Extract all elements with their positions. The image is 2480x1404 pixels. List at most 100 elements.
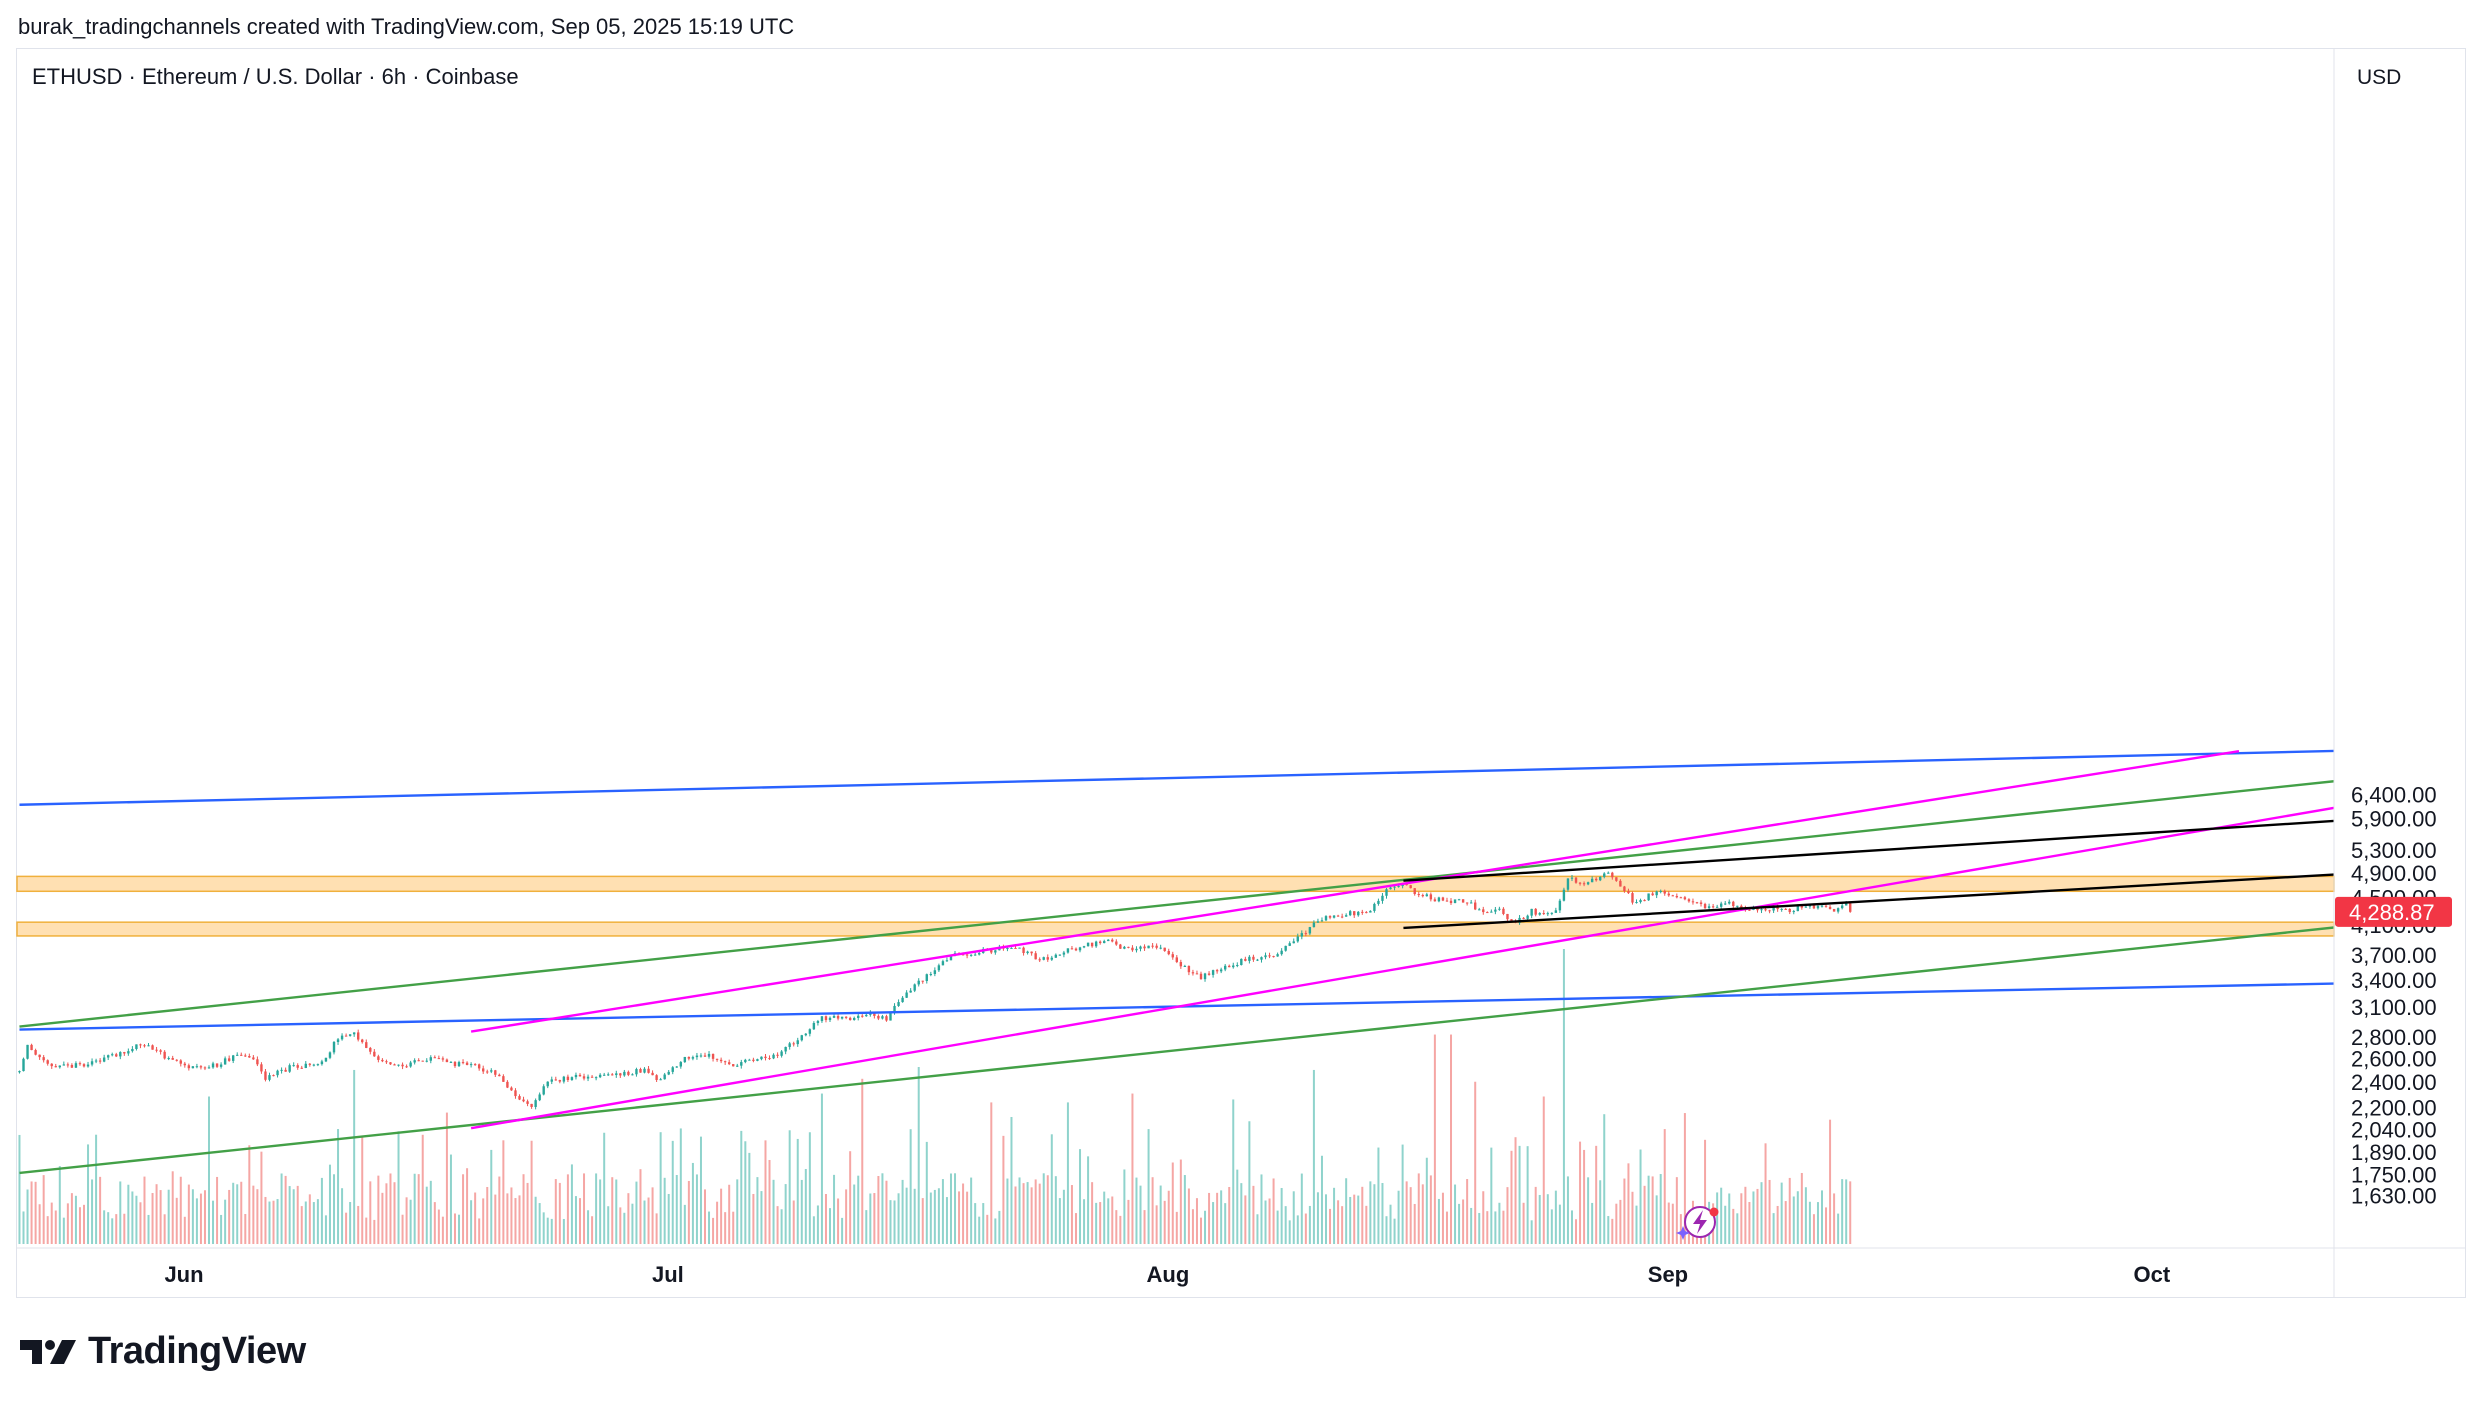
y-tick-label: 4,900.00 (2351, 861, 2437, 886)
volume-bar (183, 1216, 186, 1244)
volume-bar (38, 1204, 41, 1244)
candle (139, 1043, 142, 1049)
candle (711, 1053, 715, 1062)
volume-bar (1575, 1219, 1578, 1244)
candle (1663, 889, 1666, 896)
candle (772, 1053, 775, 1060)
volume-bar (1030, 1187, 1033, 1244)
volume-bar (147, 1214, 150, 1244)
volume-bar (546, 1217, 549, 1244)
volume-bar (574, 1196, 577, 1244)
volume-bar (663, 1177, 666, 1244)
candle (1736, 905, 1739, 908)
chart-frame[interactable] (16, 48, 2466, 1298)
volume-bar (635, 1181, 638, 1244)
candle (1506, 913, 1509, 922)
candle (1417, 891, 1420, 898)
volume-bar (1804, 1187, 1807, 1244)
volume-bar (1849, 1181, 1852, 1244)
candle (1562, 887, 1566, 902)
candle (719, 1057, 723, 1064)
y-tick-label: 1,890.00 (2351, 1140, 2437, 1165)
candle (973, 952, 977, 956)
volume-bar (74, 1195, 77, 1244)
trendline-magenta-upper[interactable] (470, 749, 2240, 1033)
candle (546, 1081, 549, 1089)
currency-selector[interactable]: USD (2357, 66, 2402, 89)
candle (1667, 891, 1670, 897)
candle (1461, 899, 1465, 903)
candle (288, 1063, 291, 1073)
volume-bar (1111, 1196, 1114, 1244)
candle (268, 1072, 271, 1082)
volume-bar (324, 1215, 327, 1244)
volume-bar (256, 1189, 259, 1244)
volume-bar (913, 1188, 916, 1244)
candle (1647, 893, 1650, 901)
volume-bar (453, 1213, 456, 1244)
trendline-black-upper[interactable] (1403, 819, 2343, 882)
volume-bar (1518, 1145, 1521, 1244)
volume-bar (1566, 1176, 1569, 1244)
volume-bar (1603, 1114, 1606, 1244)
candle (1195, 970, 1199, 975)
volume-bar (925, 1141, 928, 1244)
candle (1369, 910, 1372, 913)
volume-bar (1752, 1191, 1755, 1244)
resistance-zone[interactable] (16, 875, 2335, 893)
candle (1671, 894, 1674, 897)
candle (727, 1059, 731, 1066)
symbol-title[interactable]: ETHUSD · Ethereum / U.S. Dollar · 6h · C… (32, 64, 519, 89)
volume-bar (921, 1198, 924, 1244)
volume-bar (1159, 1185, 1162, 1244)
volume-bar (1070, 1185, 1073, 1244)
volume-bar (1091, 1182, 1094, 1244)
volume-bar (1845, 1179, 1848, 1244)
candle (1098, 940, 1102, 945)
support-zone[interactable] (16, 921, 2335, 937)
volume-bar (703, 1189, 706, 1244)
volume-bar (1042, 1173, 1045, 1244)
candle (1357, 911, 1360, 917)
volume-bar (248, 1145, 251, 1244)
trendline-blue-upper[interactable] (19, 749, 2343, 806)
candle (1312, 920, 1316, 928)
volume-bar (486, 1186, 489, 1244)
y-tick-label: 2,600.00 (2351, 1047, 2437, 1072)
volume-bar (1671, 1203, 1674, 1244)
trendline-black-lower[interactable] (1403, 873, 2343, 930)
volume-bar (1308, 1205, 1311, 1244)
volume-bar (1454, 1184, 1457, 1244)
trendline-magenta-lower[interactable] (470, 806, 2344, 1130)
trendline-green-upper[interactable] (19, 780, 2343, 1028)
volume-bar (292, 1189, 295, 1244)
y-tick-label: 5,300.00 (2351, 838, 2437, 863)
lightning-icon[interactable] (1676, 1206, 1719, 1240)
volume-bar (885, 1180, 888, 1244)
volume-bar (1365, 1205, 1368, 1244)
candle (1167, 948, 1170, 956)
volume-bar (187, 1184, 190, 1244)
candle (82, 1063, 86, 1068)
tradingview-logo[interactable]: TradingView (20, 1330, 306, 1373)
volume-bar (1619, 1199, 1622, 1244)
candle (820, 1016, 824, 1023)
volume-bar (583, 1173, 586, 1244)
last-price-badge: 4,288.87 (2335, 896, 2452, 927)
trendline-green-lower[interactable] (19, 926, 2343, 1175)
y-tick-label: 2,800.00 (2351, 1025, 2437, 1050)
candle (619, 1072, 622, 1078)
candle (1211, 969, 1215, 978)
candle (1486, 911, 1489, 914)
volume-bar (409, 1199, 412, 1244)
candle (369, 1046, 372, 1055)
candle (1627, 888, 1630, 894)
candle (357, 1029, 360, 1042)
candle (1082, 945, 1086, 949)
volume-bar (1099, 1202, 1102, 1244)
candle (808, 1028, 812, 1037)
candle (598, 1073, 602, 1079)
volume-bar (316, 1199, 319, 1244)
volume-bar (1716, 1192, 1719, 1244)
